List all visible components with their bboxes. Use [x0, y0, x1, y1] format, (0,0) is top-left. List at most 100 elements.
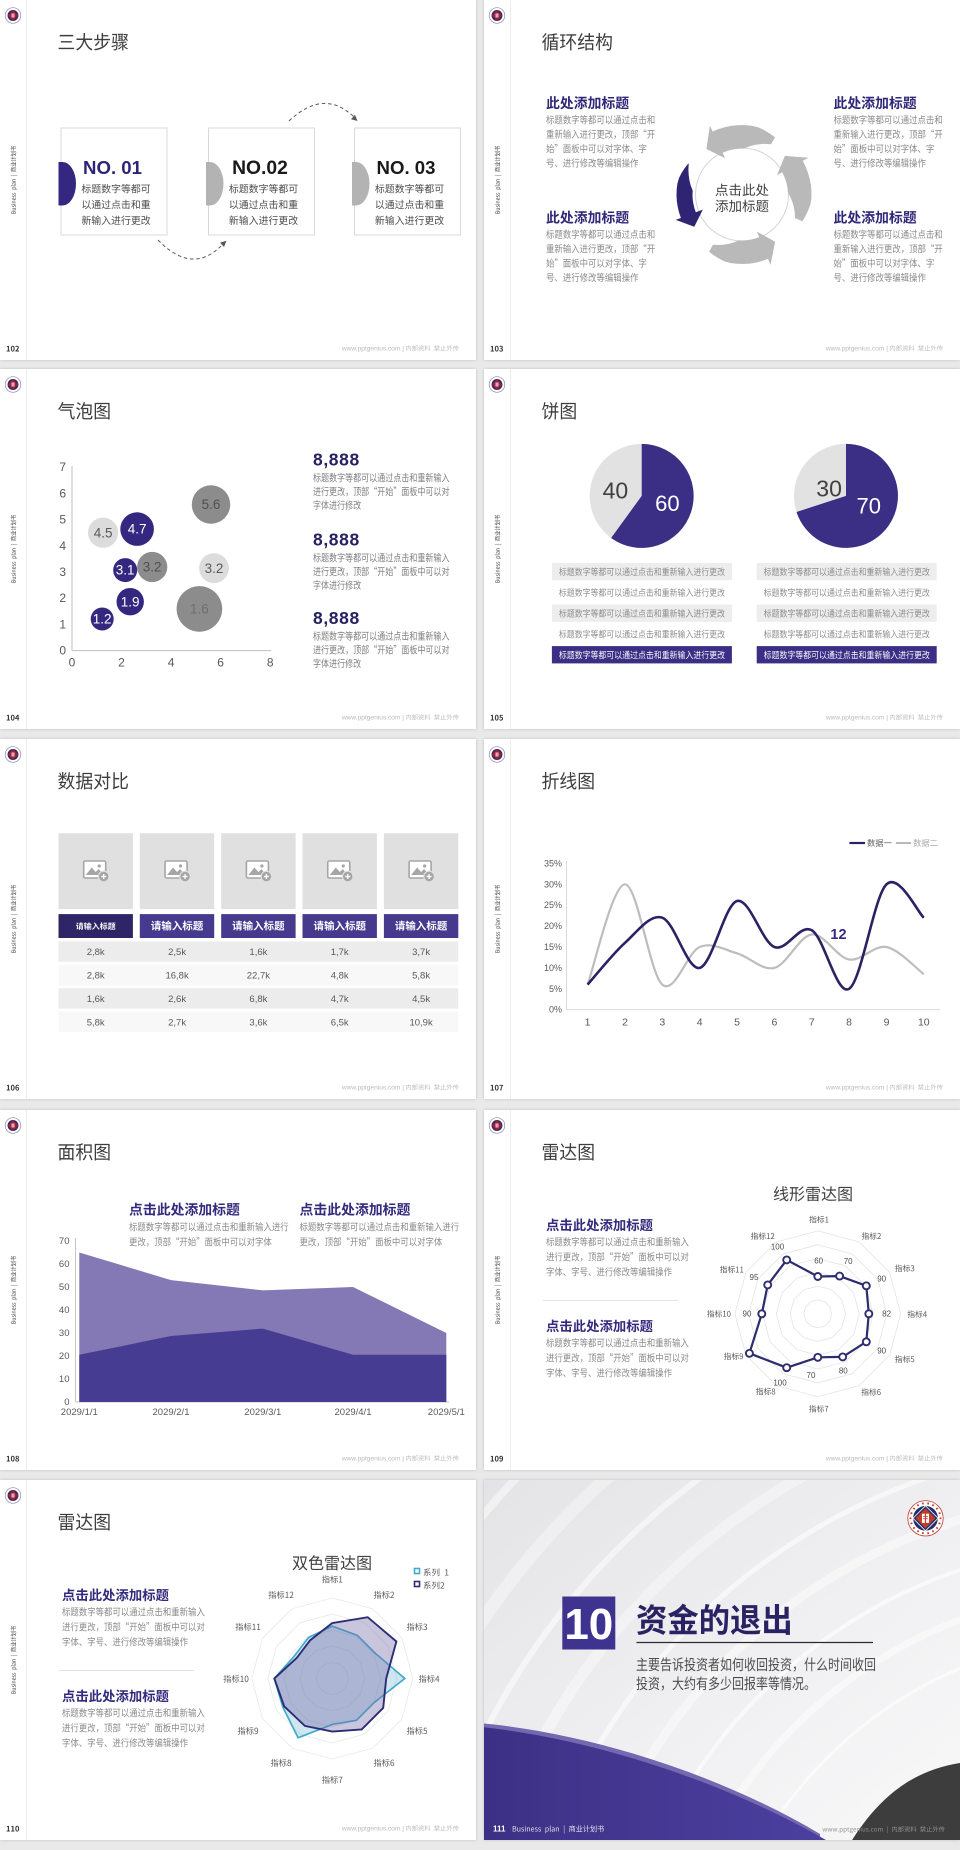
- svg-text:70: 70: [807, 1371, 816, 1380]
- svg-text:4.5: 4.5: [94, 525, 113, 540]
- svg-text:20%: 20%: [544, 921, 562, 931]
- svg-text:3.1: 3.1: [116, 562, 135, 577]
- svg-text:20: 20: [59, 1351, 70, 1362]
- svg-text:NO.02: NO.02: [232, 158, 288, 179]
- svg-text:10: 10: [59, 1374, 70, 1385]
- svg-text:2,8k: 2,8k: [87, 971, 105, 982]
- svg-text:8,888: 8,888: [313, 607, 360, 627]
- svg-text:1.9: 1.9: [121, 594, 140, 609]
- svg-text:5,8k: 5,8k: [87, 1017, 105, 1028]
- svg-text:0: 0: [59, 643, 66, 657]
- svg-text:www.pptgenius.com |: www.pptgenius.com |: [825, 714, 888, 721]
- svg-text:7: 7: [809, 1017, 815, 1029]
- svg-text:2,7k: 2,7k: [168, 1017, 186, 1028]
- svg-text:3,7k: 3,7k: [412, 947, 430, 958]
- svg-text:NO. 01: NO. 01: [83, 157, 142, 178]
- svg-text:8,888: 8,888: [313, 449, 360, 469]
- svg-text:www.pptgenius.com |: www.pptgenius.com |: [341, 1455, 404, 1462]
- svg-text:1,6k: 1,6k: [87, 994, 105, 1005]
- svg-text:www.pptgenius.com |: www.pptgenius.com |: [341, 1825, 404, 1832]
- svg-text:10,9k: 10,9k: [409, 1017, 432, 1028]
- svg-text:0%: 0%: [549, 1005, 562, 1015]
- svg-text:10: 10: [918, 1017, 930, 1029]
- svg-text:2,6k: 2,6k: [168, 994, 186, 1005]
- svg-text:3: 3: [59, 565, 66, 579]
- svg-text:2029/1/1: 2029/1/1: [61, 1407, 98, 1418]
- svg-text:80: 80: [839, 1366, 848, 1375]
- svg-text:1,6k: 1,6k: [249, 947, 267, 958]
- svg-text:30%: 30%: [544, 879, 562, 889]
- svg-text:90: 90: [877, 1274, 886, 1283]
- svg-text:40: 40: [603, 477, 629, 503]
- svg-text:www.pptgenius.com |: www.pptgenius.com |: [825, 1085, 888, 1092]
- svg-text:15%: 15%: [544, 942, 562, 952]
- svg-text:4,5k: 4,5k: [412, 994, 430, 1005]
- svg-text:NO. 03: NO. 03: [377, 157, 436, 178]
- svg-text:1,7k: 1,7k: [331, 947, 349, 958]
- svg-text:5: 5: [734, 1017, 740, 1029]
- svg-text:5.6: 5.6: [202, 497, 221, 512]
- svg-text:60: 60: [655, 490, 679, 515]
- svg-text:22,7k: 22,7k: [247, 971, 270, 982]
- svg-text:60: 60: [59, 1259, 70, 1270]
- svg-text:90: 90: [743, 1309, 752, 1318]
- svg-text:90: 90: [877, 1346, 886, 1355]
- svg-text:4: 4: [59, 538, 66, 552]
- svg-text:1: 1: [585, 1017, 591, 1029]
- svg-text:100: 100: [771, 1242, 785, 1251]
- svg-text:3,6k: 3,6k: [249, 1017, 267, 1028]
- svg-text:30: 30: [59, 1328, 70, 1339]
- svg-text:5%: 5%: [549, 984, 562, 994]
- svg-text:60: 60: [814, 1256, 823, 1265]
- svg-text:50: 50: [59, 1282, 70, 1293]
- svg-text:111: 111: [493, 1824, 506, 1833]
- svg-text:www.pptgenius.com |: www.pptgenius.com |: [825, 346, 888, 353]
- svg-text:6: 6: [217, 655, 224, 669]
- svg-text:70: 70: [59, 1236, 70, 1247]
- svg-text:2: 2: [59, 591, 66, 605]
- svg-text:6: 6: [771, 1017, 777, 1029]
- svg-text:1.2: 1.2: [93, 611, 112, 626]
- svg-text:12: 12: [830, 927, 846, 943]
- svg-text:70: 70: [857, 493, 881, 518]
- svg-text:4,7k: 4,7k: [331, 994, 349, 1005]
- svg-text:35%: 35%: [544, 858, 562, 868]
- svg-text:1: 1: [59, 617, 66, 631]
- svg-text:8: 8: [846, 1017, 852, 1029]
- svg-text:30: 30: [816, 475, 842, 501]
- svg-text:3.2: 3.2: [143, 559, 162, 574]
- svg-text:3.2: 3.2: [205, 560, 224, 575]
- svg-text:100: 100: [773, 1378, 787, 1387]
- svg-text:5,8k: 5,8k: [412, 971, 430, 982]
- svg-text:www.pptgenius.com |: www.pptgenius.com |: [825, 1455, 888, 1462]
- svg-text:6,8k: 6,8k: [249, 994, 267, 1005]
- svg-text:1.6: 1.6: [190, 601, 209, 616]
- svg-text:6: 6: [59, 486, 66, 500]
- svg-text:4,8k: 4,8k: [331, 971, 349, 982]
- svg-text:2029/3/1: 2029/3/1: [244, 1407, 281, 1418]
- svg-text:4.7: 4.7: [128, 521, 147, 536]
- svg-text:3: 3: [659, 1017, 665, 1029]
- svg-text:16,8k: 16,8k: [165, 971, 188, 982]
- svg-text:40: 40: [59, 1305, 70, 1316]
- svg-text:2,8k: 2,8k: [87, 947, 105, 958]
- svg-text:0: 0: [69, 655, 76, 669]
- svg-text:2029/4/1: 2029/4/1: [335, 1407, 372, 1418]
- svg-text:25%: 25%: [544, 900, 562, 910]
- svg-text:www.pptgenius.com |: www.pptgenius.com |: [341, 346, 404, 353]
- svg-text:2029/2/1: 2029/2/1: [153, 1407, 190, 1418]
- svg-text:8,888: 8,888: [313, 529, 360, 549]
- svg-text:2: 2: [622, 1017, 628, 1029]
- svg-text:www.pptgenius.com |: www.pptgenius.com |: [341, 1085, 404, 1092]
- svg-text:www.pptgenius.com |: www.pptgenius.com |: [341, 714, 404, 721]
- svg-text:7: 7: [59, 460, 66, 474]
- svg-text:6,5k: 6,5k: [331, 1017, 349, 1028]
- svg-text:8: 8: [267, 655, 274, 669]
- svg-text:70: 70: [844, 1257, 853, 1266]
- svg-text:82: 82: [882, 1309, 891, 1318]
- svg-text:4: 4: [168, 655, 175, 669]
- svg-text:2,5k: 2,5k: [168, 947, 186, 958]
- svg-text:4: 4: [697, 1017, 703, 1029]
- svg-text:2029/5/1: 2029/5/1: [428, 1407, 465, 1418]
- svg-text:9: 9: [884, 1017, 890, 1029]
